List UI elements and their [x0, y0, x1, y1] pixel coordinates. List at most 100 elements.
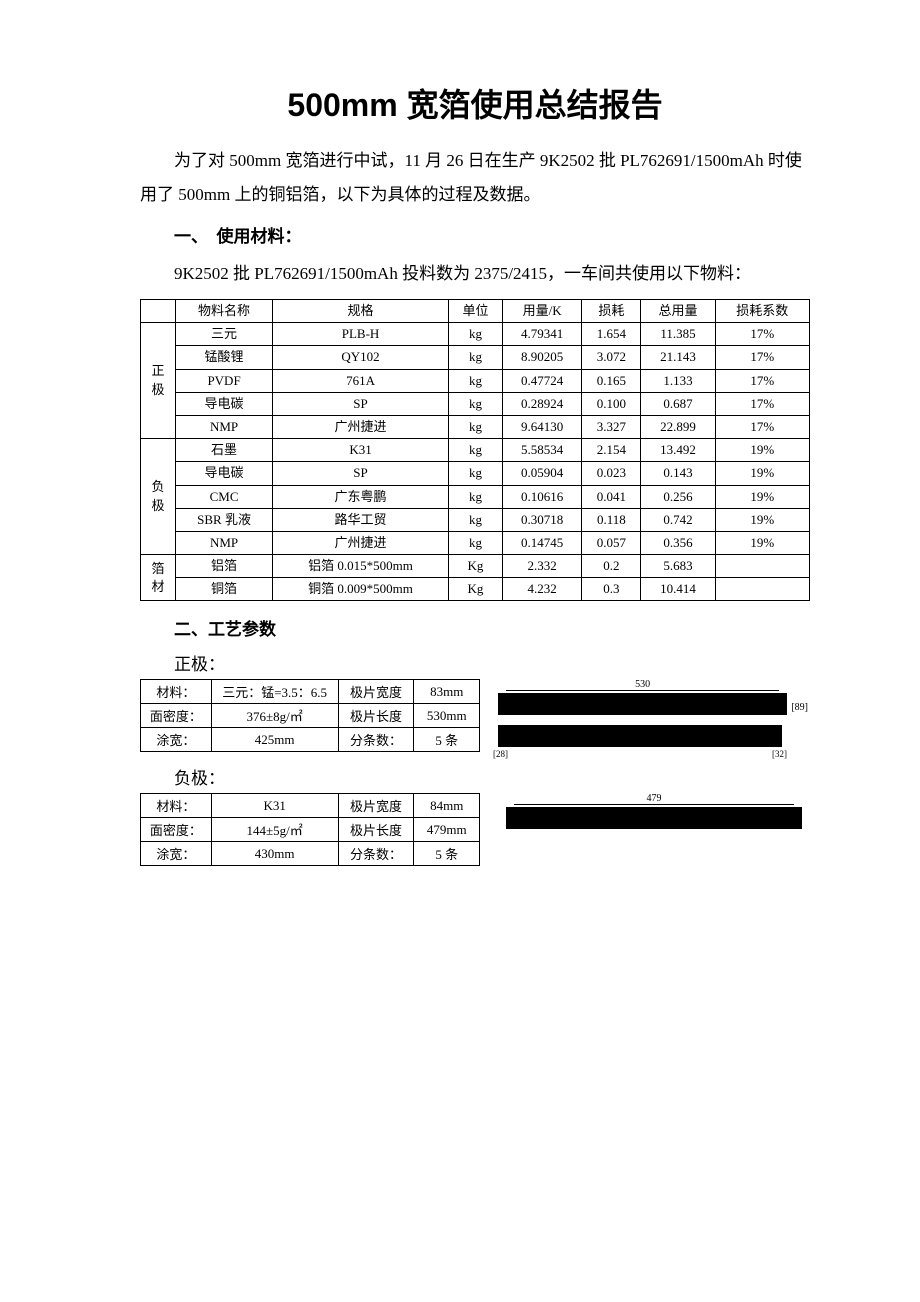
table-cell: PLB-H: [273, 323, 449, 346]
table-cell: 13.492: [641, 439, 715, 462]
positive-params-table: 材料：三元：锰=3.5：6.5极片宽度83mm面密度：376±8g/㎡极片长度5…: [140, 679, 480, 752]
table-cell: 17%: [715, 392, 809, 415]
table-cell: [715, 555, 809, 578]
positive-bar-1: [498, 693, 787, 715]
table-cell: 0.28924: [503, 392, 582, 415]
table-cell: Kg: [448, 555, 502, 578]
col-total: 总用量: [641, 300, 715, 323]
section-1-heading: 一、 使用材料：: [140, 222, 810, 247]
table-cell: 铜箔 0.009*500mm: [273, 578, 449, 601]
table-cell: 0.05904: [503, 462, 582, 485]
table-cell: 极片长度: [338, 704, 414, 728]
negative-dim-top: 479: [514, 793, 794, 805]
table-cell: [715, 578, 809, 601]
table-cell: 5.683: [641, 555, 715, 578]
table-cell: kg: [448, 462, 502, 485]
table-cell: 4.79341: [503, 323, 582, 346]
table-cell: 530mm: [414, 704, 480, 728]
table-row: CMC广东粤鹏kg0.106160.0410.25619%: [141, 485, 810, 508]
table-row: 导电碳SPkg0.289240.1000.68717%: [141, 392, 810, 415]
table-row: 负极石墨K31kg5.585342.15413.49219%: [141, 439, 810, 462]
table-cell: 8.90205: [503, 346, 582, 369]
col-group: [141, 300, 176, 323]
table-cell: 三元: [176, 323, 273, 346]
group-label: 正极: [141, 323, 176, 439]
table-cell: 0.3: [582, 578, 641, 601]
table-cell: K31: [273, 439, 449, 462]
table-cell: 2.332: [503, 555, 582, 578]
col-usage: 用量/K: [503, 300, 582, 323]
table-cell: 22.899: [641, 415, 715, 438]
table-cell: SBR 乳液: [176, 508, 273, 531]
table-row: 涂宽：430mm分条数：5 条: [141, 842, 480, 866]
table-cell: 10.414: [641, 578, 715, 601]
table-cell: 极片长度: [338, 818, 414, 842]
table-cell: 导电碳: [176, 392, 273, 415]
table-cell: 430mm: [211, 842, 338, 866]
table-row: 面密度：144±5g/㎡极片长度479mm: [141, 818, 480, 842]
table-cell: 涂宽：: [141, 728, 212, 752]
table-row: 面密度：376±8g/㎡极片长度530mm: [141, 704, 480, 728]
table-cell: 0.143: [641, 462, 715, 485]
table-cell: 17%: [715, 369, 809, 392]
table-cell: 84mm: [414, 794, 480, 818]
table-cell: NMP: [176, 415, 273, 438]
table-cell: 分条数：: [338, 728, 414, 752]
positive-bar-2: [28] [32]: [498, 725, 782, 747]
table-cell: PVDF: [176, 369, 273, 392]
table-cell: SP: [273, 392, 449, 415]
positive-dim-br: [32]: [771, 749, 788, 759]
table-row: 导电碳SPkg0.059040.0230.14319%: [141, 462, 810, 485]
table-row: PVDF761Akg0.477240.1651.13317%: [141, 369, 810, 392]
table-cell: 极片宽度: [338, 794, 414, 818]
table-cell: 11.385: [641, 323, 715, 346]
table-cell: 面密度：: [141, 704, 212, 728]
table-row: 材料：K31极片宽度84mm: [141, 794, 480, 818]
positive-dim-side: [89]: [787, 702, 810, 715]
table-cell: 0.30718: [503, 508, 582, 531]
table-cell: 1.133: [641, 369, 715, 392]
table-cell: 0.256: [641, 485, 715, 508]
table-cell: 83mm: [414, 680, 480, 704]
table-cell: CMC: [176, 485, 273, 508]
page-title: 500mm 宽箔使用总结报告: [140, 80, 810, 126]
table-cell: kg: [448, 415, 502, 438]
table-cell: 0.057: [582, 531, 641, 554]
table-cell: kg: [448, 531, 502, 554]
table-cell: 761A: [273, 369, 449, 392]
table-cell: 0.742: [641, 508, 715, 531]
table-cell: SP: [273, 462, 449, 485]
table-cell: 2.154: [582, 439, 641, 462]
table-cell: 0.165: [582, 369, 641, 392]
col-loss-coeff: 损耗系数: [715, 300, 809, 323]
table-cell: NMP: [176, 531, 273, 554]
table-cell: 分条数：: [338, 842, 414, 866]
table-cell: 5 条: [414, 842, 480, 866]
table-cell: 4.232: [503, 578, 582, 601]
table-cell: 17%: [715, 323, 809, 346]
table-row: 铜箔铜箔 0.009*500mmKg4.2320.310.414: [141, 578, 810, 601]
table-cell: 0.023: [582, 462, 641, 485]
table-cell: K31: [211, 794, 338, 818]
table-cell: 0.47724: [503, 369, 582, 392]
table-cell: 19%: [715, 485, 809, 508]
table-row: 材料：三元：锰=3.5：6.5极片宽度83mm: [141, 680, 480, 704]
group-label: 箔材: [141, 555, 176, 601]
table-cell: 锰酸锂: [176, 346, 273, 369]
table-cell: 石墨: [176, 439, 273, 462]
negative-label: 负极：: [140, 764, 810, 789]
table-cell: 19%: [715, 531, 809, 554]
col-loss: 损耗: [582, 300, 641, 323]
table-cell: 5 条: [414, 728, 480, 752]
table-cell: 广东粤鹏: [273, 485, 449, 508]
table-cell: 面密度：: [141, 818, 212, 842]
table-cell: 0.10616: [503, 485, 582, 508]
table-cell: 0.041: [582, 485, 641, 508]
group-label: 负极: [141, 439, 176, 555]
table-cell: kg: [448, 508, 502, 531]
positive-diagram: 530 [89] [28] [32]: [498, 679, 810, 747]
table-cell: Kg: [448, 578, 502, 601]
table-cell: 1.654: [582, 323, 641, 346]
table-cell: 21.143: [641, 346, 715, 369]
table-header-row: 物料名称 规格 单位 用量/K 损耗 总用量 损耗系数: [141, 300, 810, 323]
